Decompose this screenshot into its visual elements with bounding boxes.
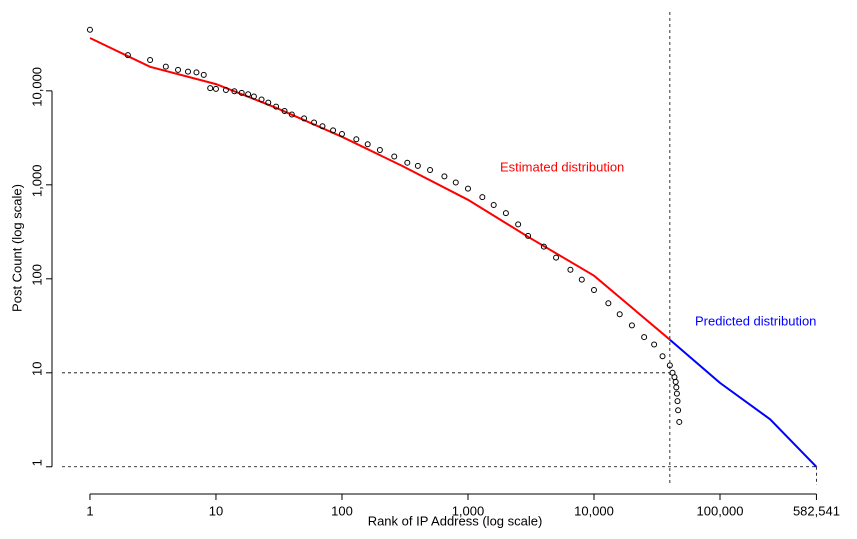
y-tick-label: 100 bbox=[29, 264, 44, 286]
data-point bbox=[162, 63, 169, 70]
data-point bbox=[338, 131, 345, 138]
data-point bbox=[502, 210, 509, 217]
data-point bbox=[185, 68, 192, 75]
data-point bbox=[364, 141, 371, 148]
data-point bbox=[212, 85, 219, 92]
data-point bbox=[258, 96, 265, 103]
y-tick-label: 10,000 bbox=[29, 67, 44, 107]
data-point bbox=[641, 334, 648, 341]
data-point bbox=[452, 179, 459, 186]
data-point bbox=[673, 384, 680, 391]
data-point bbox=[666, 362, 673, 369]
data-point bbox=[651, 341, 658, 348]
series-line bbox=[669, 338, 818, 468]
data-point bbox=[540, 243, 547, 250]
data-point bbox=[404, 159, 411, 166]
data-point bbox=[330, 127, 337, 134]
data-point bbox=[124, 52, 131, 59]
data-point bbox=[147, 56, 154, 63]
data-point bbox=[673, 390, 680, 397]
data-point bbox=[464, 185, 471, 192]
data-point bbox=[200, 71, 207, 78]
series-label: Predicted distribution bbox=[695, 313, 816, 328]
x-tick-label: 10,000 bbox=[574, 503, 614, 518]
data-point bbox=[490, 202, 497, 209]
data-point bbox=[265, 99, 272, 106]
data-point bbox=[590, 287, 597, 294]
data-point bbox=[674, 398, 681, 405]
data-point bbox=[193, 69, 200, 76]
x-tick-label: 10 bbox=[209, 503, 223, 518]
data-point bbox=[231, 88, 238, 95]
x-tick-label: 100 bbox=[331, 503, 353, 518]
data-point bbox=[301, 115, 308, 122]
data-point bbox=[616, 311, 623, 318]
series-label: Estimated distribution bbox=[500, 159, 624, 174]
data-point bbox=[659, 353, 666, 360]
data-point bbox=[672, 378, 679, 385]
data-point bbox=[441, 173, 448, 180]
data-point bbox=[245, 91, 252, 98]
data-point bbox=[222, 87, 229, 94]
data-point bbox=[479, 194, 486, 201]
y-tick-label: 1,000 bbox=[29, 165, 44, 198]
data-point bbox=[311, 119, 318, 126]
data-point bbox=[281, 108, 288, 115]
x-tick-label: 100,000 bbox=[697, 503, 744, 518]
data-point bbox=[553, 254, 560, 261]
data-point bbox=[250, 93, 257, 100]
series-line bbox=[89, 37, 671, 341]
data-point bbox=[288, 111, 295, 118]
data-point bbox=[391, 153, 398, 160]
data-point bbox=[319, 123, 326, 130]
data-point bbox=[567, 266, 574, 273]
data-point bbox=[578, 276, 585, 283]
data-point bbox=[238, 89, 245, 96]
x-tick-label: 1,000 bbox=[452, 503, 485, 518]
data-point bbox=[525, 232, 532, 239]
data-point bbox=[605, 300, 612, 307]
data-point bbox=[675, 407, 682, 414]
data-point bbox=[515, 221, 522, 228]
x-tick-label: 1 bbox=[86, 503, 93, 518]
data-point bbox=[376, 146, 383, 153]
y-tick-label: 10 bbox=[29, 362, 44, 376]
data-point bbox=[86, 26, 93, 33]
data-point bbox=[414, 162, 421, 169]
x-tick-label: 582,541 bbox=[793, 503, 840, 518]
data-point bbox=[427, 166, 434, 173]
data-point bbox=[175, 66, 182, 73]
data-point bbox=[207, 85, 214, 92]
x-axis-label: Rank of IP Address (log scale) bbox=[368, 513, 543, 528]
data-point bbox=[671, 374, 678, 381]
data-point bbox=[628, 322, 635, 329]
y-axis-label: Post Count (log scale) bbox=[9, 184, 24, 312]
data-point bbox=[353, 136, 360, 143]
data-point bbox=[676, 418, 683, 425]
data-point bbox=[273, 103, 280, 110]
y-tick-label: 1 bbox=[29, 459, 44, 466]
